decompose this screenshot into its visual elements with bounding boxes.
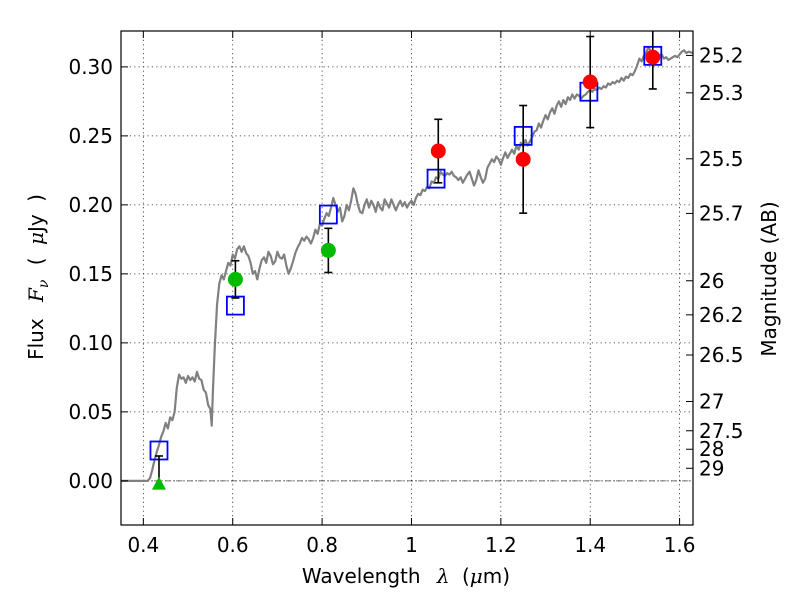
model-spectrum-line — [121, 46, 693, 482]
observed-flux-point — [430, 143, 446, 159]
y-axis-label: Flux Fν ( μJy ) — [24, 194, 53, 360]
y-tick-label: 0.20 — [68, 193, 113, 217]
magnitude-tick-label: 27.5 — [699, 419, 744, 443]
magnitude-tick-label: 26 — [699, 269, 724, 293]
markers — [149, 31, 663, 490]
model-flux-square — [426, 168, 446, 189]
axis-ticks — [121, 31, 693, 525]
magnitude-axis-label: Magnitude (AB) — [757, 201, 781, 356]
magnitude-tick-label: 29 — [699, 456, 724, 480]
x-tick-label: 0.4 — [127, 533, 159, 557]
upper-limit-triangle — [151, 476, 166, 490]
model-flux-square — [318, 204, 338, 225]
observed-flux-point — [515, 151, 531, 167]
y-tick-label: 0.25 — [68, 124, 113, 148]
y-tick-label: 0.05 — [68, 400, 113, 424]
magnitude-tick-label: 26.5 — [699, 343, 744, 367]
magnitude-tick-label: 25.5 — [699, 147, 744, 171]
x-tick-label: 0.8 — [306, 533, 338, 557]
x-axis-label: Wavelength λ (μm) — [302, 564, 510, 588]
plot-frame — [120, 30, 694, 526]
y-tick-label: 0.00 — [68, 469, 113, 493]
y-tick-label: 0.10 — [68, 331, 113, 355]
observed-flux-point — [320, 242, 336, 258]
axis-tick-labels: 0.4 0.6 0.8 1 1.2 1.4 1.6 0.00 0.05 0.10 0.15 0.20 0… — [68, 43, 743, 557]
x-tick-label: 0.6 — [217, 533, 249, 557]
magnitude-tick-label: 25.3 — [699, 81, 744, 105]
magnitude-tick-label: 27 — [699, 390, 724, 414]
y-tick-label: 0.30 — [68, 55, 113, 79]
x-tick-label: 1.2 — [485, 533, 517, 557]
magnitude-tick-label: 25.2 — [699, 43, 744, 67]
plot-area — [121, 31, 693, 490]
magnitude-tick-label: 25.7 — [699, 201, 744, 225]
observed-flux-point — [582, 74, 598, 90]
observed-flux-point — [645, 49, 661, 65]
observed-flux-point — [227, 271, 243, 287]
x-tick-label: 1.4 — [574, 533, 606, 557]
magnitude-tick-label: 26.2 — [699, 303, 744, 327]
x-tick-label: 1.6 — [664, 533, 696, 557]
magnitude-tick-label: 28 — [699, 437, 724, 461]
y-tick-label: 0.15 — [68, 262, 113, 286]
x-tick-label: 1 — [405, 533, 418, 557]
